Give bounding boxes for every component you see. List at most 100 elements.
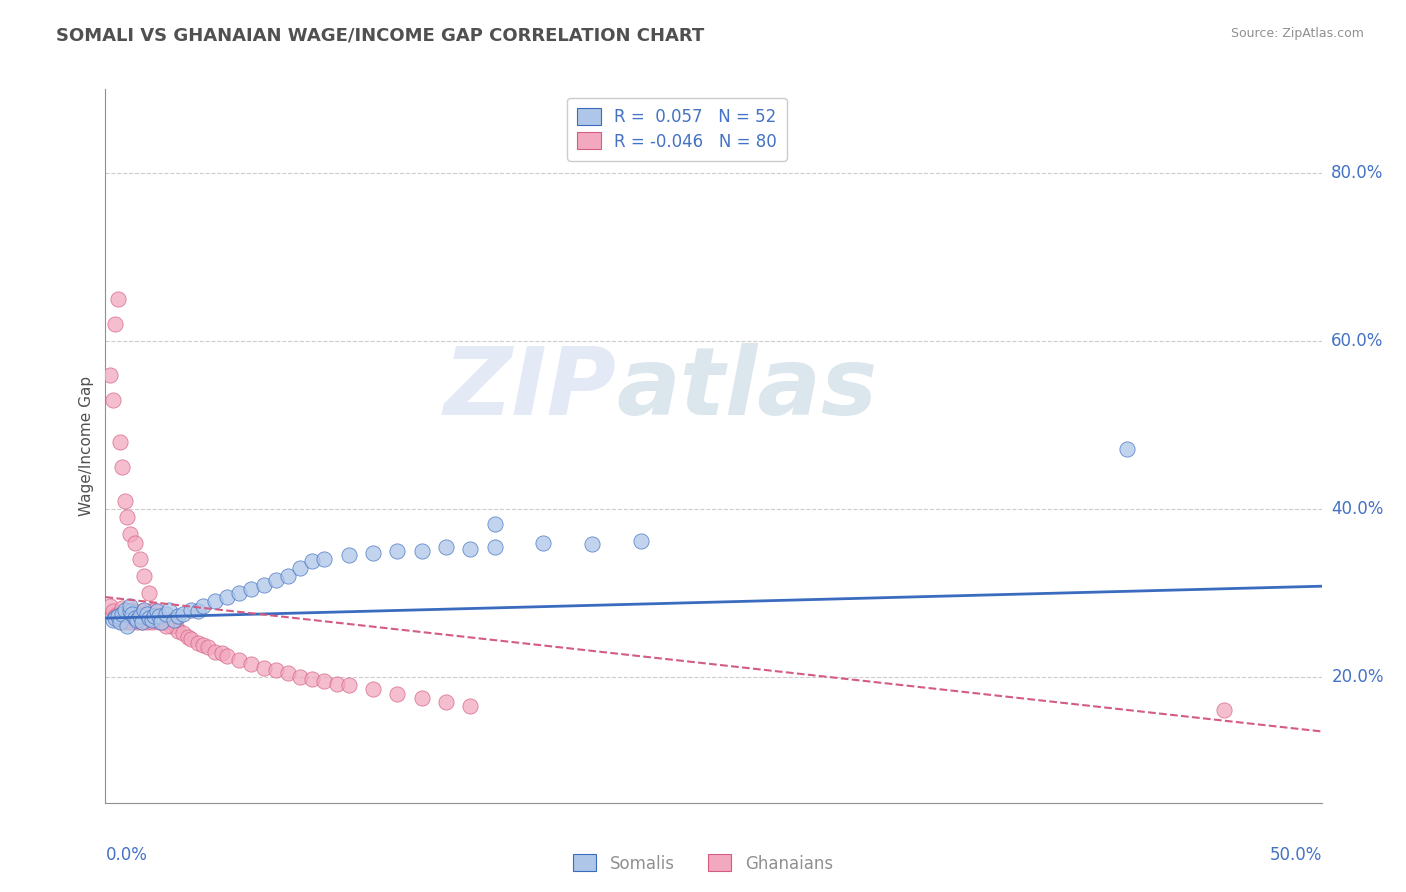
Point — [124, 613, 146, 627]
Point — [125, 611, 148, 625]
Point — [124, 611, 146, 625]
Point — [155, 607, 177, 621]
Point — [101, 613, 124, 627]
Point — [172, 607, 194, 621]
Point — [104, 318, 127, 332]
Point — [150, 615, 173, 630]
Point — [361, 682, 384, 697]
Point — [217, 590, 239, 604]
Point — [301, 554, 323, 568]
Point — [153, 615, 176, 630]
Text: 80.0%: 80.0% — [1331, 164, 1384, 182]
Point — [118, 609, 141, 624]
Point — [134, 609, 156, 624]
Point — [264, 574, 287, 588]
Point — [264, 663, 287, 677]
Point — [134, 613, 156, 627]
Point — [128, 552, 150, 566]
Point — [131, 615, 153, 630]
Point — [187, 636, 209, 650]
Point — [118, 604, 141, 618]
Point — [118, 527, 141, 541]
Point — [128, 609, 150, 624]
Point — [145, 604, 167, 618]
Point — [197, 640, 219, 655]
Point — [104, 611, 127, 625]
Point — [117, 611, 139, 625]
Point — [187, 604, 209, 618]
Point — [111, 601, 134, 615]
Legend: R =  0.057   N = 52, R = -0.046   N = 80: R = 0.057 N = 52, R = -0.046 N = 80 — [568, 97, 787, 161]
Point — [125, 613, 148, 627]
Point — [531, 535, 554, 549]
Point — [131, 615, 153, 630]
Point — [157, 613, 180, 627]
Point — [143, 613, 166, 627]
Point — [484, 540, 506, 554]
Point — [107, 292, 129, 306]
Text: 50.0%: 50.0% — [1270, 846, 1322, 863]
Point — [138, 611, 160, 625]
Point — [118, 604, 141, 618]
Point — [138, 586, 160, 600]
Point — [162, 615, 184, 630]
Point — [204, 594, 226, 608]
Point — [143, 603, 166, 617]
Point — [172, 626, 194, 640]
Point — [288, 560, 311, 574]
Point — [141, 613, 163, 627]
Text: 40.0%: 40.0% — [1331, 500, 1384, 518]
Point — [124, 535, 146, 549]
Point — [484, 517, 506, 532]
Point — [138, 611, 160, 625]
Point — [434, 540, 457, 554]
Point — [135, 615, 157, 630]
Point — [240, 657, 263, 672]
Point — [134, 569, 156, 583]
Point — [411, 690, 433, 705]
Point — [458, 699, 481, 714]
Point — [125, 615, 148, 630]
Point — [157, 603, 180, 617]
Point — [143, 608, 166, 623]
Point — [180, 603, 202, 617]
Point — [160, 619, 183, 633]
Point — [117, 510, 139, 524]
Point — [117, 619, 139, 633]
Point — [458, 542, 481, 557]
Point — [114, 613, 136, 627]
Point — [117, 615, 139, 630]
Point — [101, 392, 124, 407]
Legend: Somalis, Ghanaians: Somalis, Ghanaians — [567, 847, 839, 880]
Point — [141, 615, 163, 630]
Point — [107, 613, 129, 627]
Point — [162, 613, 184, 627]
Point — [101, 604, 124, 618]
Point — [121, 615, 143, 630]
Point — [191, 638, 214, 652]
Point — [1116, 442, 1139, 456]
Point — [314, 552, 336, 566]
Text: Source: ZipAtlas.com: Source: ZipAtlas.com — [1230, 27, 1364, 40]
Point — [121, 607, 143, 621]
Point — [167, 624, 190, 638]
Point — [288, 670, 311, 684]
Point — [434, 695, 457, 709]
Point — [240, 582, 263, 596]
Point — [301, 672, 323, 686]
Point — [98, 368, 121, 382]
Point — [252, 661, 274, 675]
Point — [111, 460, 134, 475]
Point — [138, 604, 160, 618]
Point — [128, 607, 150, 621]
Point — [131, 604, 153, 618]
Text: 0.0%: 0.0% — [105, 846, 148, 863]
Point — [277, 569, 299, 583]
Point — [114, 607, 136, 621]
Point — [211, 646, 233, 660]
Point — [111, 615, 134, 630]
Point — [252, 577, 274, 591]
Point — [148, 609, 170, 624]
Y-axis label: Wage/Income Gap: Wage/Income Gap — [79, 376, 94, 516]
Text: 60.0%: 60.0% — [1331, 332, 1384, 350]
